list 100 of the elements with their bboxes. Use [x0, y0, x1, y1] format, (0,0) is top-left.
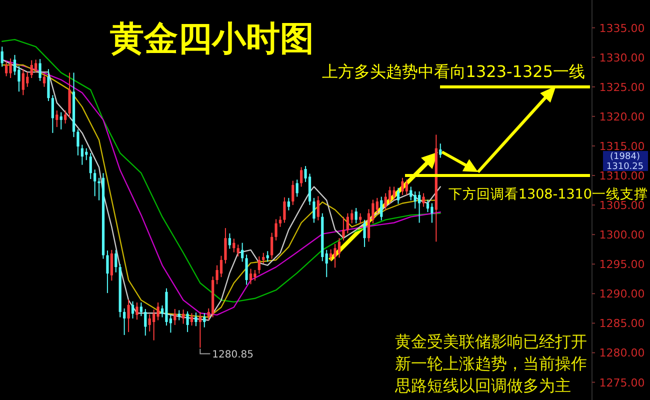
candlestick: [194, 312, 198, 327]
candlestick: [30, 60, 33, 78]
candlestick: [430, 202, 434, 224]
candlestick: [156, 302, 160, 321]
annotation: 黄金受美联储影响已经打开: [395, 332, 587, 351]
candlestick: [80, 144, 84, 166]
candlestick: [64, 110, 67, 124]
candlestick: [396, 187, 400, 204]
candlestick: [182, 309, 185, 324]
y-tick-label: 1290.00: [599, 288, 645, 301]
candlestick: [85, 148, 88, 161]
candlestick: [334, 244, 336, 268]
y-tick-label: 1300.00: [599, 228, 645, 242]
candlestick: [186, 310, 189, 333]
candlestick: [22, 68, 24, 96]
candlestick: [270, 232, 274, 260]
candlestick: [346, 212, 349, 234]
candlestick: [148, 314, 151, 332]
candlestick: [330, 248, 332, 262]
y-tick-label: 1330.00: [599, 51, 645, 64]
candlestick: [274, 218, 278, 241]
y-tick-label: 1305.00: [599, 199, 645, 212]
candlestick: [123, 308, 126, 336]
candlestick: [224, 228, 227, 264]
candlestick: [245, 254, 248, 286]
candlestick: [94, 169, 96, 197]
candlestick: [42, 72, 46, 88]
candlestick: [262, 252, 265, 264]
candlestick: [144, 308, 147, 336]
candlestick: [220, 255, 223, 278]
candlestick: [131, 300, 134, 319]
candlestick: [198, 311, 202, 348]
candlestick: [338, 238, 341, 258]
candlestick: [342, 216, 345, 241]
candlestick: [34, 59, 38, 74]
candlestick: [26, 72, 29, 88]
candlestick: [249, 268, 252, 285]
y-tick-label: 1335.00: [599, 22, 645, 35]
candlestick: [296, 179, 298, 198]
candlestick: [190, 312, 194, 326]
candlestick: [401, 177, 404, 196]
candlestick: [136, 302, 138, 320]
annotation: 思路短线以回调做多为主: [394, 376, 571, 395]
candlestick: [384, 192, 387, 211]
candlestick: [292, 180, 294, 206]
ref-line-label: 上方多头趋势中看向1323-1325一线: [322, 62, 585, 81]
candlestick: [89, 152, 92, 180]
candlestick: [316, 196, 320, 221]
candlestick: [325, 249, 328, 278]
candlestick: [152, 309, 156, 341]
candlestick: [380, 196, 383, 221]
candlestick: [38, 58, 42, 82]
y-tick-label: 1280.00: [599, 346, 645, 360]
text: (1984): [610, 152, 640, 162]
candlestick: [0, 46, 4, 68]
candlestick: [287, 197, 290, 211]
y-tick-label: 1320.00: [599, 110, 645, 124]
candlestick: [203, 312, 206, 328]
candlestick: [266, 250, 269, 262]
candlestick: [354, 207, 358, 224]
candlestick: [106, 250, 109, 294]
annotation: 新一轮上涨趋势，当前操作: [395, 354, 587, 373]
candlestick: [363, 219, 366, 248]
candlestick: [51, 94, 54, 134]
candlestick: [114, 249, 118, 273]
candlestick: [392, 186, 396, 201]
candlestick: [140, 302, 142, 317]
y-tick-label: 1285.00: [599, 317, 645, 330]
candlestick: [410, 186, 412, 201]
candlestick: [47, 68, 50, 102]
candlestick: [60, 112, 62, 130]
candlestick: [283, 196, 286, 224]
y-tick-label: 1275.00: [599, 376, 645, 390]
candlestick: [278, 216, 282, 228]
candlestick: [439, 143, 442, 158]
candlestick: [68, 72, 71, 118]
candlestick: [388, 186, 392, 204]
candlestick: [422, 192, 425, 208]
candlestick: [9, 58, 12, 78]
candlestick: [236, 244, 240, 257]
candlestick: [418, 190, 421, 224]
candlestick: [300, 166, 303, 188]
candlestick: [414, 190, 416, 210]
candlestick: [110, 249, 113, 282]
candlestick: [228, 232, 231, 250]
candlestick: [5, 60, 8, 77]
y-tick-label: 1295.00: [599, 258, 645, 272]
candlestick: [405, 179, 408, 196]
candlestick: [174, 308, 176, 326]
candlestick: [359, 212, 362, 224]
candlestick: [258, 256, 260, 274]
candlestick: [127, 299, 130, 333]
candlestick: [312, 197, 316, 224]
candlestick: [76, 128, 80, 156]
y-tick-label: 1315.00: [599, 140, 645, 153]
candlestick: [426, 199, 430, 213]
candlestick: [254, 270, 256, 282]
text: 黄金四小时图: [110, 19, 314, 59]
text: 1310.25: [606, 162, 644, 172]
annotation: 1280.85: [212, 350, 254, 361]
